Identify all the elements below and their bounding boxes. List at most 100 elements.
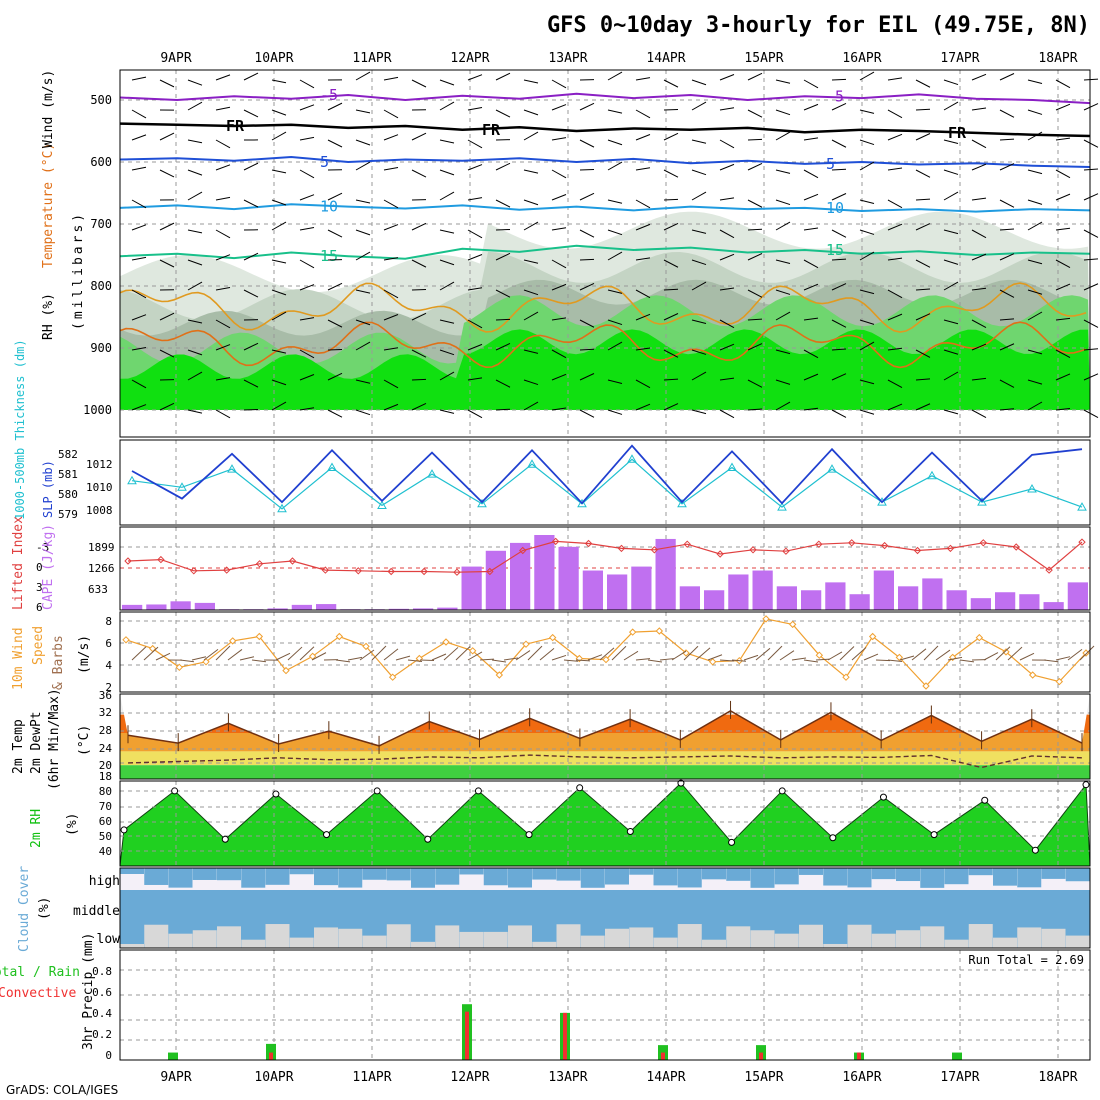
wind-barb xyxy=(243,252,259,261)
wind-barb xyxy=(1055,373,1071,381)
wind-barb xyxy=(187,169,203,176)
wind-barb xyxy=(299,349,315,359)
date-label: 18APR xyxy=(1038,51,1077,66)
wind-barb xyxy=(355,319,371,326)
wind-barb xyxy=(995,646,1011,661)
wind-barb xyxy=(719,253,735,261)
wind-barb xyxy=(779,650,795,661)
li-marker xyxy=(716,550,724,558)
thickness-marker xyxy=(277,503,287,513)
precip-total-bar xyxy=(266,1043,276,1060)
wind-barb xyxy=(551,654,567,661)
wind-barb xyxy=(579,348,595,351)
wind-barb xyxy=(551,259,567,269)
wind-barb xyxy=(551,407,567,411)
cloud-high-bar xyxy=(265,868,290,885)
cape-labels: Lifted Index CAPE (J/kg) xyxy=(11,516,56,610)
wind-barb xyxy=(691,371,707,381)
wind-barb xyxy=(271,79,287,84)
wind-barb xyxy=(271,109,287,116)
wind-barb xyxy=(915,378,931,381)
wind-barb xyxy=(747,199,763,208)
temp-label-b: 2m DewPt xyxy=(29,711,44,774)
temp-label-c: (6hr Min/Max) xyxy=(47,688,62,790)
isotherm-line xyxy=(119,244,1091,260)
wind-barb xyxy=(131,404,147,411)
precip-total-label: Total / Rain xyxy=(0,965,80,980)
date-label: 16APR xyxy=(842,1070,881,1085)
precip-conv-bar xyxy=(661,1052,665,1060)
wind-barb xyxy=(899,655,915,661)
wind-barb xyxy=(275,652,291,661)
wind-barb xyxy=(243,162,259,171)
wind-barb xyxy=(971,343,987,351)
cloud-high-bar xyxy=(1041,868,1066,879)
wind-barb xyxy=(579,102,595,111)
wind-barb xyxy=(431,653,447,661)
wind-barb xyxy=(815,658,831,661)
wind-barb xyxy=(215,344,231,351)
panel-frame xyxy=(119,949,1091,1061)
wind-barb xyxy=(287,646,303,661)
wind-barb xyxy=(887,167,903,171)
wind-barb xyxy=(1083,319,1099,328)
precip-conv-bar xyxy=(857,1052,861,1060)
wind-barb xyxy=(551,79,567,89)
wind-barb xyxy=(1083,258,1099,261)
wind-barb xyxy=(607,251,623,261)
wind-barb xyxy=(383,76,399,81)
rh2m-marker xyxy=(424,835,432,843)
wind-barb xyxy=(439,139,455,144)
wind-barb xyxy=(971,377,987,381)
cape-tick-label: 1266 xyxy=(88,562,115,575)
wind-barb xyxy=(131,199,147,209)
wind-barb xyxy=(383,403,399,411)
wind-barb xyxy=(551,137,567,141)
wind-speed-marker xyxy=(255,632,264,641)
date-label: 9APR xyxy=(160,51,191,66)
precip-total-bar xyxy=(168,1052,178,1060)
cloud-low-bar xyxy=(580,935,605,948)
wind-barb xyxy=(691,139,707,144)
wind-barb xyxy=(187,409,203,414)
wind-barb xyxy=(607,289,623,294)
bottom-date-labels: 9APR 10APR 11APR 12APR 13APR 14APR 15APR 16APR 1… xyxy=(160,1070,1077,1085)
cloud-low-bar xyxy=(168,933,193,948)
wind-barb xyxy=(523,349,539,354)
isotherm-label: 5 xyxy=(826,155,835,173)
wind-barb xyxy=(831,409,847,418)
wind-barb xyxy=(215,139,231,149)
pressure-tick-label: 1000 xyxy=(83,403,112,417)
pressure-tick-label: 800 xyxy=(90,279,112,293)
wind-barb xyxy=(971,197,987,201)
wind-barb xyxy=(719,107,735,111)
wind-barb xyxy=(467,139,483,149)
wind-barb xyxy=(635,658,651,661)
wind-barb xyxy=(271,289,287,296)
wind-barb xyxy=(411,132,427,141)
wind-barb xyxy=(523,131,539,141)
wind-barb xyxy=(355,229,371,236)
cloud-cover-panel: high middle low xyxy=(73,867,1091,949)
wind-barb xyxy=(683,645,699,661)
isotherm-line xyxy=(119,122,1091,138)
wind-barb xyxy=(747,72,763,81)
pressure-tick-label: 500 xyxy=(90,93,112,107)
slp-tick-label: 1010 xyxy=(86,481,113,494)
wind-barb xyxy=(1083,229,1099,238)
wind-speed-marker xyxy=(1028,671,1037,679)
wind-speed-marker xyxy=(602,655,610,664)
wind-barb xyxy=(719,139,735,149)
wind-barb xyxy=(355,199,371,204)
cloud-high-bar xyxy=(653,868,678,886)
cape-bar xyxy=(267,608,288,610)
wind-barb xyxy=(719,659,735,662)
rh2m-marker xyxy=(373,787,381,795)
li-line xyxy=(127,540,1083,573)
isotherm-line xyxy=(119,203,1091,213)
wind-barb xyxy=(215,106,231,111)
wind-barb xyxy=(1083,348,1099,351)
wind-barb xyxy=(943,259,959,265)
wind-barb xyxy=(467,74,483,81)
cloud-high-bar xyxy=(192,868,217,880)
